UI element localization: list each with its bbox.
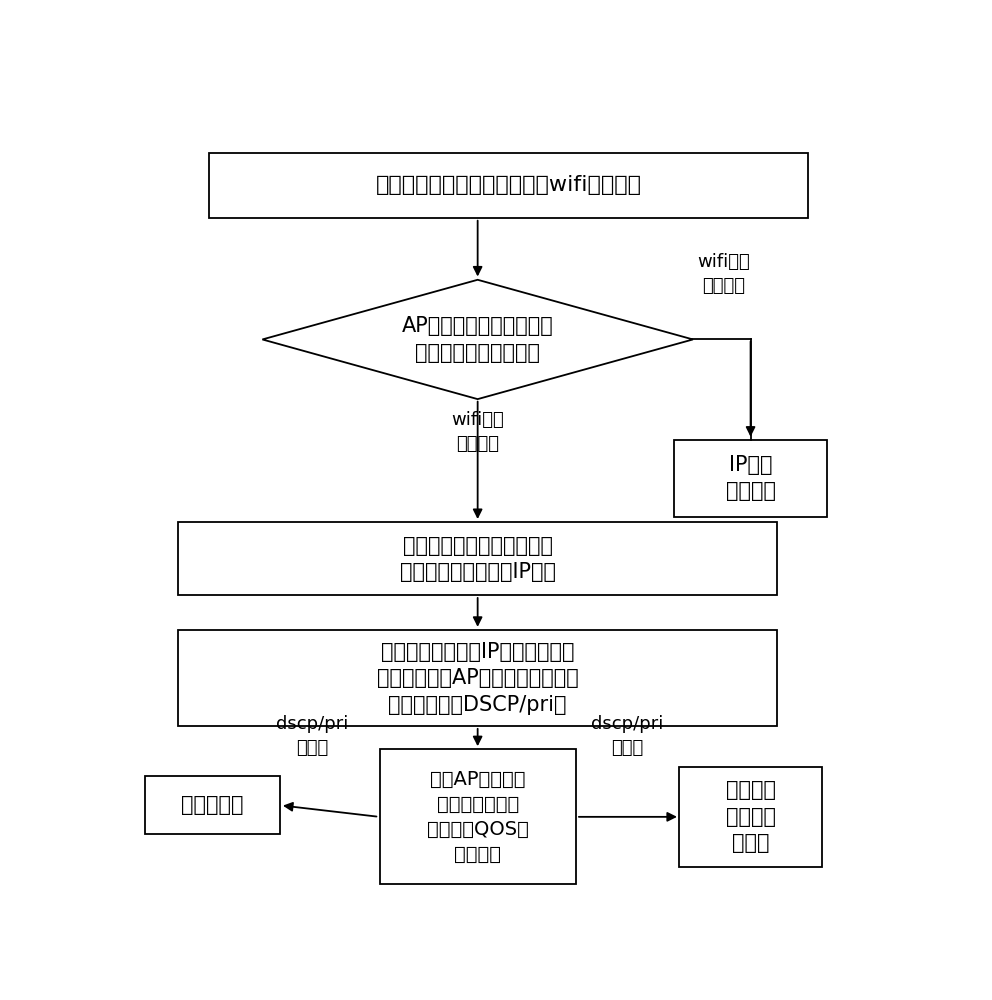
Text: 客户端使用获取的IP地址向外发送
数据请求时，AP会根据制定的策略
给数据包打上DSCP/pri值: 客户端使用获取的IP地址向外发送 数据请求时，AP会根据制定的策略 给数据包打上… xyxy=(377,642,578,715)
Polygon shape xyxy=(262,280,692,399)
FancyBboxPatch shape xyxy=(178,522,778,595)
FancyBboxPatch shape xyxy=(145,776,280,834)
Text: AP收到客户端认证信息，
验证注册密码是否正确: AP收到客户端认证信息， 验证注册密码是否正确 xyxy=(402,316,554,363)
Text: IP地址
获取失败: IP地址 获取失败 xyxy=(725,455,776,501)
Text: 根据该密码所拥有的权限到
相对应的地址池获取IP地址: 根据该密码所拥有的权限到 相对应的地址池获取IP地址 xyxy=(400,536,556,582)
FancyBboxPatch shape xyxy=(380,749,575,884)
FancyBboxPatch shape xyxy=(178,630,778,726)
Text: dscp/pri
值较底: dscp/pri 值较底 xyxy=(591,715,664,757)
Text: wifi密码
认证成功: wifi密码 认证成功 xyxy=(451,411,504,453)
Text: wifi密码
认证失败: wifi密码 认证失败 xyxy=(696,253,750,295)
FancyBboxPatch shape xyxy=(208,153,808,218)
FancyBboxPatch shape xyxy=(674,440,827,517)
Text: 超出转发
能力部分
被丢弃: 超出转发 能力部分 被丢弃 xyxy=(725,780,776,853)
Text: 全部被转发: 全部被转发 xyxy=(182,795,244,815)
FancyBboxPatch shape xyxy=(680,767,821,867)
Text: dscp/pri
值较高: dscp/pri 值较高 xyxy=(276,715,348,757)
Text: 不同用户使用不同的密码发起wifi注册流程: 不同用户使用不同的密码发起wifi注册流程 xyxy=(375,175,642,195)
Text: 当该AP的上行数
据发生拥塞时，
可以使用QOS的
机制处理: 当该AP的上行数 据发生拥塞时， 可以使用QOS的 机制处理 xyxy=(427,770,529,864)
